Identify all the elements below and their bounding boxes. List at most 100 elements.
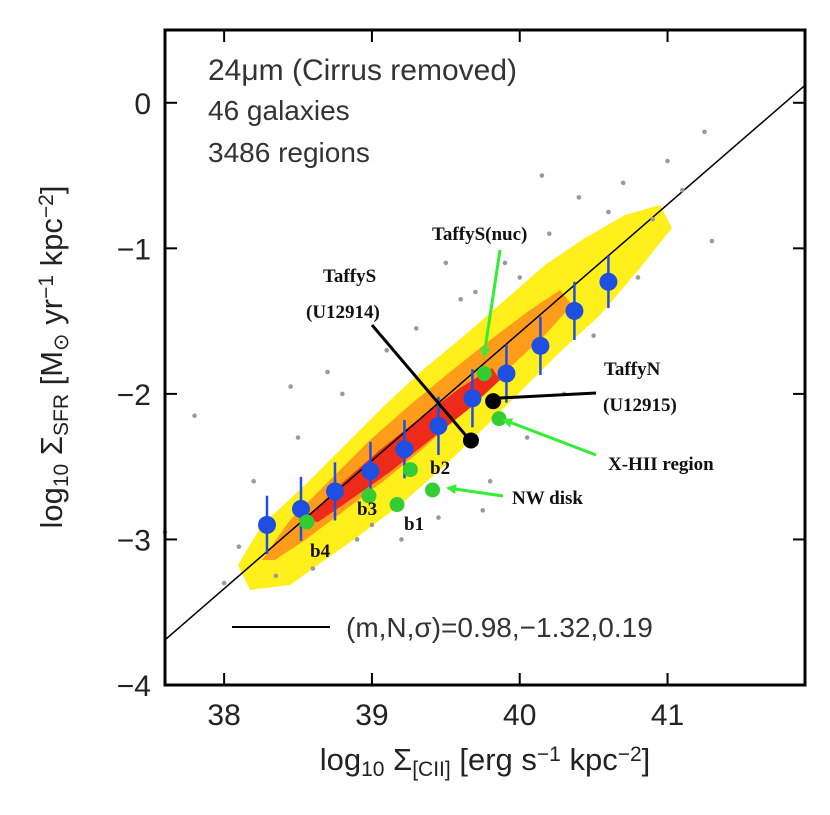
axis-label-part: [M — [34, 351, 69, 394]
annotation: TaffyS(nuc) — [432, 224, 527, 245]
region-point — [620, 180, 626, 186]
region-point — [325, 369, 330, 375]
taffy-point — [425, 482, 441, 498]
region-point — [458, 296, 463, 302]
annotation: b3 — [357, 499, 377, 520]
region-point — [502, 260, 508, 266]
annotation: NW disk — [512, 488, 583, 509]
fit-line — [164, 84, 806, 641]
y-tick-label: −2 — [117, 379, 151, 412]
region-point — [606, 209, 611, 215]
region-point — [288, 384, 293, 389]
binned-point — [497, 364, 516, 383]
x-tick-label: 39 — [355, 699, 388, 732]
binned-point — [361, 462, 380, 481]
annotation-arrow — [370, 324, 470, 439]
binned-point — [463, 389, 482, 408]
axis-label-part: −2 — [35, 194, 58, 218]
y-tick-label: −3 — [117, 524, 151, 557]
region-point — [413, 326, 419, 331]
region-point — [635, 275, 641, 280]
text-box-line: 3486 regions — [208, 137, 370, 168]
region-point — [192, 413, 197, 419]
annotation: b4 — [310, 541, 331, 562]
region-point — [369, 522, 375, 528]
axis-label-part: −1 — [35, 275, 58, 299]
binned-point — [429, 416, 448, 435]
axis-label-part: 10 — [50, 464, 73, 487]
annotation: TaffyN — [604, 359, 661, 380]
binned-point — [565, 301, 584, 320]
axis-label-part: Σ — [384, 742, 412, 777]
annotation: (U12914) — [306, 302, 380, 323]
region-point — [680, 187, 685, 193]
taffy-nucleus-point — [485, 393, 502, 410]
region-point — [399, 537, 404, 542]
y-tick-label: 0 — [134, 88, 151, 121]
region-point — [480, 508, 486, 513]
axis-label-part: kpc — [561, 742, 618, 777]
axis-label-part: kpc — [34, 218, 69, 275]
region-point — [576, 195, 582, 200]
axis-label-part: ⊙ — [50, 333, 73, 351]
region-point — [384, 347, 390, 353]
taffy-point — [402, 462, 418, 478]
region-point — [340, 391, 345, 397]
x-axis-label: log10 Σ[CII] [erg s−1 kpc−2] — [320, 742, 651, 781]
binned-point — [599, 272, 618, 291]
axis-label-part: yr — [34, 299, 69, 333]
axis-label-part: [erg s — [451, 742, 537, 777]
region-point — [702, 129, 707, 135]
annotation-arrow — [446, 484, 504, 498]
taffy-point — [361, 488, 377, 504]
region-point — [546, 231, 552, 237]
axis-label-part: ] — [642, 742, 651, 777]
region-point — [354, 537, 360, 542]
axis-label-part: Σ — [34, 436, 69, 464]
taffy-point — [299, 514, 315, 530]
text-box-line: 46 galaxies — [208, 95, 350, 126]
region-point — [473, 289, 478, 295]
x-tick-label: 40 — [503, 699, 536, 732]
annotation: b2 — [430, 458, 450, 479]
region-point — [236, 544, 242, 550]
plot-area — [162, 84, 806, 641]
axis-label-part: log — [34, 487, 69, 528]
binned-point — [531, 336, 550, 355]
taffy-point — [491, 411, 507, 427]
binned-point — [257, 515, 276, 534]
region-point — [517, 275, 523, 280]
axis-label-part: −1 — [537, 743, 561, 766]
region-point — [709, 238, 715, 244]
region-point — [295, 435, 301, 440]
taffy-point — [389, 497, 405, 513]
plot-frame — [163, 28, 807, 687]
annotation: (U12915) — [603, 395, 677, 416]
y-tick-label: −1 — [117, 233, 151, 266]
annotation: TaffyS — [323, 266, 376, 287]
axis-label-part: [CII] — [412, 758, 451, 781]
axis-label-part: ] — [34, 185, 69, 194]
annotation-arrow — [499, 391, 597, 400]
annotation: X-HII region — [608, 454, 714, 475]
y-tick-label: −4 — [117, 670, 151, 703]
region-point — [443, 260, 449, 266]
region-point — [487, 478, 493, 484]
binned-point — [395, 440, 414, 459]
region-point — [524, 435, 530, 440]
legend-label: (m,N,σ)=0.98,−1.32,0.19 — [346, 612, 653, 643]
region-point — [650, 216, 656, 222]
annotation: b1 — [404, 514, 424, 535]
region-point — [273, 573, 279, 579]
region-point — [221, 580, 227, 586]
axis-label-part: log — [320, 742, 361, 777]
annotation-arrow — [502, 418, 597, 457]
y-axis-label: log10 ΣSFR [M⊙ yr−1 kpc−2] — [34, 185, 73, 528]
binned-point — [325, 482, 344, 501]
text-box-line: 24μm (Cirrus removed) — [208, 54, 517, 87]
axis-label-part: SFR — [50, 394, 73, 436]
x-tick-label: 41 — [651, 699, 684, 732]
axis-label-part: 10 — [361, 758, 384, 781]
annotation-arrow — [480, 249, 502, 358]
